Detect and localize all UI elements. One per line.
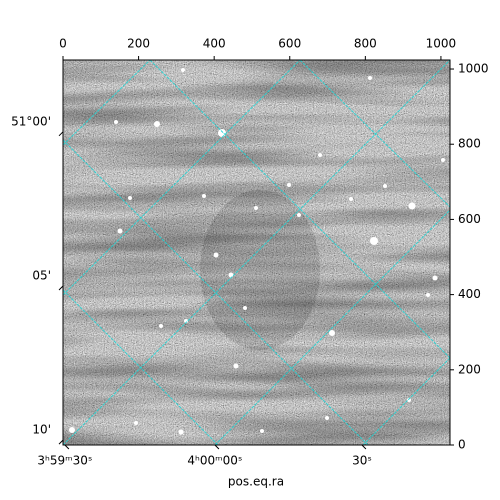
y-tick-label: 800	[458, 137, 481, 151]
world-x-tick	[361, 444, 367, 450]
x-tick-label: 0	[59, 37, 67, 51]
x-tick-label: 800	[354, 37, 377, 51]
world-x-tick	[214, 444, 220, 450]
frame	[62, 59, 451, 446]
world-x-tick-label: 3ʰ59ᵐ30ˢ	[37, 454, 92, 468]
coordinate-grid	[63, 60, 450, 445]
y-tick-label: 200	[458, 362, 481, 376]
x-tick-label: 1000	[426, 37, 457, 51]
y-tick-label: 1000	[458, 62, 489, 76]
world-y-tick-label: 05'	[32, 268, 51, 282]
world-x-tick-label: 4ʰ00ᵐ00ˢ	[187, 454, 242, 468]
x-tick-label: 200	[127, 37, 150, 51]
y-tick-label: 600	[458, 212, 481, 226]
x-tick-label: 600	[278, 37, 301, 51]
world-y-tick-label: 51°00'	[11, 114, 51, 128]
world-y-tick	[58, 131, 64, 137]
y-tick-label: 400	[458, 287, 481, 301]
x-tick-label: 400	[203, 37, 226, 51]
x-axis-label: pos.eq.ra	[228, 475, 284, 489]
world-y-tick-label: 10'	[32, 423, 51, 437]
world-x-tick-label: 30ˢ	[352, 454, 372, 468]
world-y-tick	[58, 439, 64, 445]
sky-image	[63, 60, 450, 445]
world-x-tick	[64, 444, 70, 450]
world-y-tick	[58, 285, 64, 291]
y-tick-label: 0	[458, 438, 466, 452]
